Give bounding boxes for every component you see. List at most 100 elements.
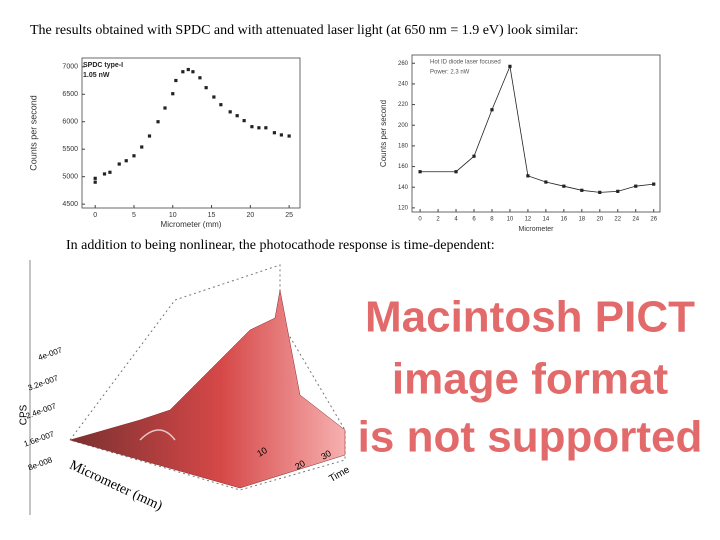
data-point: [117, 162, 121, 166]
y-tick-label: 180: [398, 143, 409, 149]
z-label: CPS: [19, 404, 30, 425]
x-tick-label: 4: [454, 217, 458, 223]
y-tick-label: 7000: [62, 64, 78, 71]
data-line: [420, 64, 654, 193]
data-point: [124, 159, 128, 163]
x-tick-label: 22: [614, 217, 621, 223]
y-tick-label: 260: [398, 61, 409, 67]
annotation: Hot ID diode laser focused: [430, 60, 501, 66]
annotation: Power: 2.3 nW: [430, 70, 470, 76]
data-point: [191, 70, 195, 74]
x-tick-label: 8: [490, 217, 494, 223]
x-tick-label: 15: [208, 212, 216, 219]
surface: [69, 289, 346, 489]
t-label: Time: [327, 464, 352, 485]
z-tick-label: 4e-007: [37, 345, 64, 362]
x-tick-label: 25: [285, 212, 293, 219]
y-tick-label: 6500: [62, 91, 78, 98]
data-point: [544, 180, 548, 184]
x-tick-label: 10: [507, 217, 514, 223]
y-tick-label: 5500: [62, 146, 78, 153]
data-point: [580, 188, 584, 192]
y-tick-label: 6000: [62, 119, 78, 126]
data-point: [186, 67, 190, 72]
caption: In addition to being nonlinear, the phot…: [66, 238, 495, 253]
data-point: [181, 70, 185, 74]
data-point: [472, 154, 476, 158]
data-point: [598, 190, 602, 194]
y-tick-label: 120: [398, 205, 409, 211]
data-point: [257, 126, 261, 130]
y-tick-label: 220: [398, 102, 409, 108]
data-point: [242, 119, 246, 123]
x-axis-label: Micrometer: [518, 226, 554, 233]
data-point: [250, 125, 254, 129]
x-tick-label: 20: [246, 212, 254, 219]
x-tick-label: 12: [525, 217, 532, 223]
plot-frame: [81, 57, 301, 209]
x-tick-label: 5: [132, 212, 136, 219]
data-point: [132, 154, 136, 158]
x-label: Micrometer (mm): [67, 458, 165, 514]
x-tick-label: 26: [650, 217, 657, 223]
data-point: [228, 110, 232, 114]
data-point: [219, 103, 223, 107]
x-tick-label: 18: [578, 217, 585, 223]
y-tick-label: 240: [398, 81, 409, 87]
plot-frame: [411, 54, 661, 213]
data-point: [490, 108, 494, 112]
data-point: [287, 134, 291, 138]
y-tick-label: 140: [398, 185, 409, 191]
x-tick-label: 14: [543, 217, 550, 223]
data-point: [616, 189, 620, 193]
data-point: [93, 176, 97, 180]
y-tick-label: 4500: [62, 201, 78, 208]
data-point: [171, 92, 175, 96]
x-tick-label: 20: [596, 217, 603, 223]
data-point: [163, 106, 167, 110]
x-tick-label: 16: [561, 217, 568, 223]
data-point: [279, 133, 283, 137]
placeholder-line: is not supported: [358, 413, 703, 462]
data-point: [235, 114, 239, 118]
data-point: [562, 184, 566, 188]
x-tick-label: 24: [632, 217, 639, 223]
x-axis-label: Micrometer (mm): [161, 220, 222, 229]
annotation: 1.05 nW: [83, 72, 110, 79]
data-point: [634, 184, 638, 188]
y-axis-label: Counts per second: [28, 95, 38, 171]
data-point: [508, 64, 512, 68]
y-axis-label: Counts per second: [379, 100, 388, 167]
ridge: [139, 429, 176, 441]
data-point: [174, 78, 178, 83]
t-tick-label: 30: [319, 448, 333, 462]
data-point: [93, 180, 97, 184]
z-tick-label: 3.2e-007: [27, 373, 60, 392]
z-tick-label: 1.6e-007: [23, 429, 56, 448]
annotation: SPDC type-I: [83, 62, 123, 69]
y-tick-label: 160: [398, 164, 409, 170]
t-tick-label: 10: [255, 445, 269, 459]
heading: The results obtained with SPDC and with …: [30, 23, 578, 38]
x-tick-label: 2: [436, 217, 440, 223]
x-tick-label: 10: [169, 212, 177, 219]
data-point: [272, 131, 276, 135]
data-point: [147, 134, 152, 138]
data-point: [156, 120, 160, 124]
placeholder-line: Macintosh PICT: [365, 293, 695, 342]
y-tick-label: 200: [398, 123, 409, 129]
x-tick-label: 0: [418, 217, 422, 223]
x-tick-label: 0: [93, 212, 97, 219]
x-tick-label: 6: [472, 217, 476, 223]
data-point: [264, 126, 268, 130]
data-point: [212, 95, 216, 99]
data-point: [526, 174, 530, 178]
y-tick-label: 5000: [62, 174, 78, 181]
t-tick-label: 20: [293, 458, 307, 472]
z-tick-label: 8e-008: [27, 455, 54, 472]
data-point: [198, 76, 202, 80]
data-point: [102, 172, 107, 176]
placeholder-line: image format: [392, 355, 669, 404]
data-point: [454, 170, 458, 174]
